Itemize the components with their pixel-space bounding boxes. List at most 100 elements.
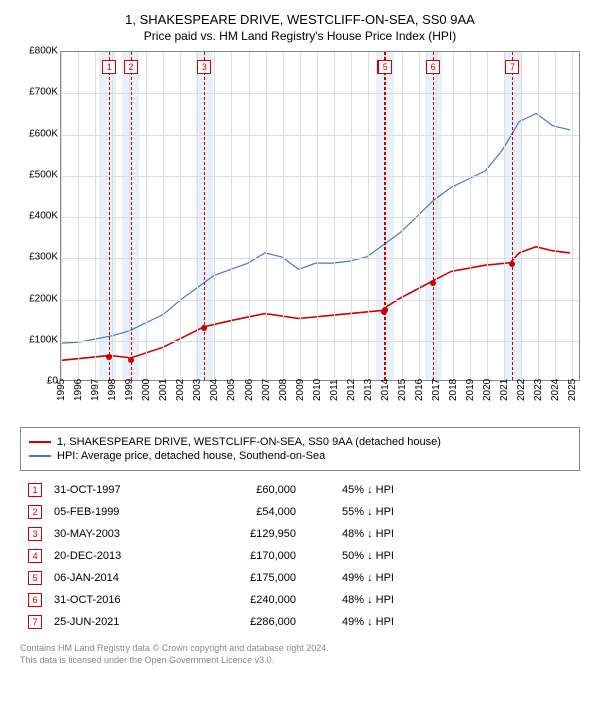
gridline-v (436, 52, 437, 380)
line-series (61, 52, 579, 380)
x-tick-label: 2021 (499, 379, 510, 401)
marker-number: 5 (378, 60, 392, 74)
marker-number: 1 (102, 60, 116, 74)
legend-row: 1, SHAKESPEARE DRIVE, WESTCLIFF-ON-SEA, … (29, 436, 571, 448)
x-tick-label: 2001 (158, 379, 169, 401)
marker-line (433, 52, 434, 380)
gridline-v (61, 52, 62, 380)
gridline-v (214, 52, 215, 380)
gridline-h (61, 176, 579, 177)
gridline-v (334, 52, 335, 380)
x-tick-label: 2002 (175, 379, 186, 401)
x-tick-label: 1999 (124, 379, 135, 401)
x-tick-label: 1997 (90, 379, 101, 401)
y-tick-label: £400K (29, 211, 58, 222)
marker-line (385, 52, 386, 380)
x-tick-label: 1995 (56, 379, 67, 401)
gridline-v (146, 52, 147, 380)
marker-dot (201, 325, 207, 331)
y-tick-label: £300K (29, 252, 58, 263)
x-tick-label: 2006 (244, 379, 255, 401)
y-axis-labels: £0£100K£200K£300K£400K£500K£600K£700K£80… (20, 51, 60, 381)
gridline-v (402, 52, 403, 380)
x-tick-label: 2003 (192, 379, 203, 401)
x-tick-label: 2017 (431, 379, 442, 401)
x-tick-label: 2004 (209, 379, 220, 401)
x-tick-label: 1998 (107, 379, 118, 401)
gridline-v (487, 52, 488, 380)
row-marker: 6 (28, 593, 42, 607)
gridline-v (504, 52, 505, 380)
x-axis-labels: 1995199619971998199920002001200220032004… (60, 381, 580, 421)
table-row: 205-FEB-1999£54,00055% ↓ HPI (20, 501, 580, 523)
plot-region: 1234567 (60, 51, 580, 381)
table-row: 6 31-OCT-2016 £240,000 48% ↓ HPI (20, 589, 580, 611)
table-row: 506-JAN-2014£175,00049% ↓ HPI (20, 567, 580, 589)
row-date: 25-JUN-2021 (54, 616, 184, 628)
gridline-v (368, 52, 369, 380)
y-tick-label: £600K (29, 128, 58, 139)
row-diff: 55% ↓ HPI (308, 506, 428, 518)
transactions-table: 131-OCT-1997£60,00045% ↓ HPI205-FEB-1999… (20, 479, 580, 633)
legend: 1, SHAKESPEARE DRIVE, WESTCLIFF-ON-SEA, … (20, 427, 580, 471)
footer-line-2: This data is licensed under the Open Gov… (20, 655, 580, 667)
gridline-h (61, 300, 579, 301)
table-row: 131-OCT-1997£60,00045% ↓ HPI (20, 479, 580, 501)
gridline-v (78, 52, 79, 380)
marker-number: 2 (124, 60, 138, 74)
gridline-v (300, 52, 301, 380)
row-date: 06-JAN-2014 (54, 572, 184, 584)
legend-label: 1, SHAKESPEARE DRIVE, WESTCLIFF-ON-SEA, … (57, 436, 441, 448)
gridline-h (61, 93, 579, 94)
marker-number: 3 (197, 60, 211, 74)
gridline-h (61, 217, 579, 218)
marker-number: 7 (505, 60, 519, 74)
gridline-v (197, 52, 198, 380)
gridline-v (266, 52, 267, 380)
row-marker: 5 (28, 571, 42, 585)
row-date: 20-DEC-2013 (54, 550, 184, 562)
table-row: 330-MAY-2003£129,95048% ↓ HPI (20, 523, 580, 545)
row-marker: 7 (28, 615, 42, 629)
x-tick-label: 2010 (312, 379, 323, 401)
marker-dot (509, 261, 515, 267)
gridline-v (112, 52, 113, 380)
marker-line (109, 52, 110, 380)
row-date: 30-MAY-2003 (54, 528, 184, 540)
row-date: 31-OCT-2016 (54, 594, 184, 606)
gridline-v (180, 52, 181, 380)
row-diff: 48% ↓ HPI (308, 528, 428, 540)
x-tick-label: 2007 (261, 379, 272, 401)
x-tick-label: 2024 (550, 379, 561, 401)
row-price: £54,000 (196, 506, 296, 518)
y-tick-label: £100K (29, 334, 58, 345)
legend-swatch (29, 441, 51, 443)
row-date: 05-FEB-1999 (54, 506, 184, 518)
gridline-v (470, 52, 471, 380)
x-tick-label: 2019 (465, 379, 476, 401)
x-tick-label: 2025 (567, 379, 578, 401)
row-marker: 4 (28, 549, 42, 563)
chart-subtitle: Price paid vs. HM Land Registry's House … (10, 29, 590, 43)
marker-line (131, 52, 132, 380)
x-tick-label: 2018 (448, 379, 459, 401)
row-diff: 48% ↓ HPI (308, 594, 428, 606)
row-diff: 50% ↓ HPI (308, 550, 428, 562)
gridline-v (283, 52, 284, 380)
x-tick-label: 2008 (278, 379, 289, 401)
gridline-v (538, 52, 539, 380)
row-marker: 3 (28, 527, 42, 541)
footer-attribution: Contains HM Land Registry data © Crown c… (20, 643, 580, 666)
gridline-v (95, 52, 96, 380)
chart-title: 1, SHAKESPEARE DRIVE, WESTCLIFF-ON-SEA, … (10, 12, 590, 27)
chart-area: £0£100K£200K£300K£400K£500K£600K£700K£80… (20, 51, 580, 421)
y-tick-label: £800K (29, 46, 58, 57)
legend-row: HPI: Average price, detached house, Sout… (29, 450, 571, 462)
x-tick-label: 2022 (516, 379, 527, 401)
legend-swatch (29, 455, 51, 457)
gridline-v (521, 52, 522, 380)
x-tick-label: 2011 (329, 379, 340, 401)
x-tick-label: 2000 (141, 379, 152, 401)
marker-number: 6 (426, 60, 440, 74)
row-price: £240,000 (196, 594, 296, 606)
